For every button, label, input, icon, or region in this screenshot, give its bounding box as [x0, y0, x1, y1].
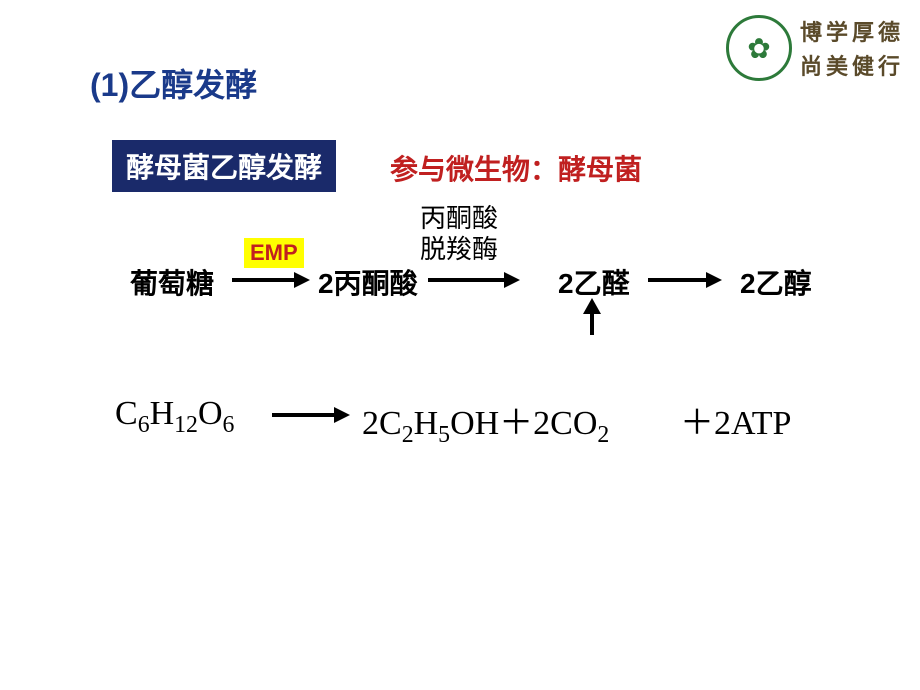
equation-rhs2: ＋2ATP: [680, 395, 791, 444]
equation-lhs: C6H12O6: [115, 395, 234, 439]
pathway-arrows: [0, 0, 920, 690]
equation-rhs1: 2C2H5OH＋2CO2: [362, 395, 609, 449]
